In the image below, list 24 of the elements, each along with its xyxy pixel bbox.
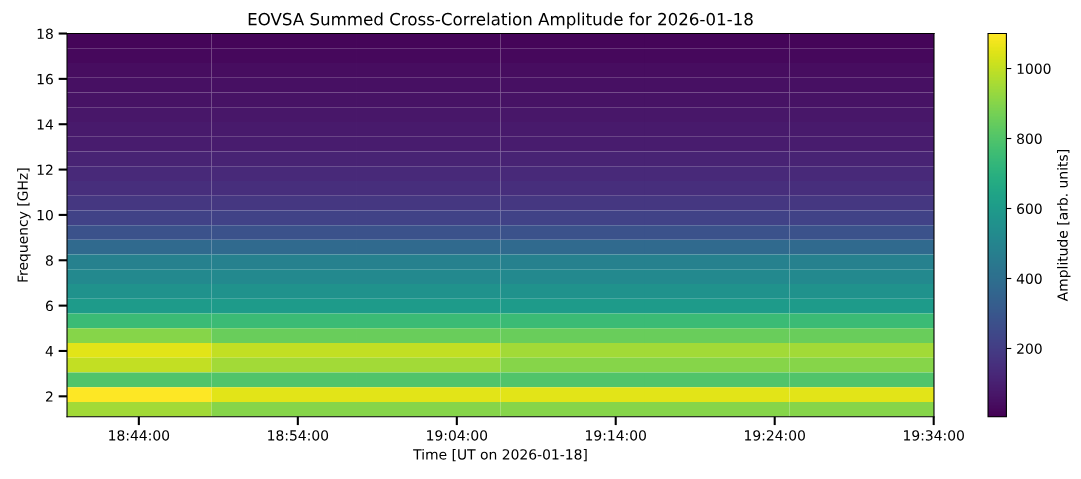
color-bar-label: 800 bbox=[1017, 133, 1042, 144]
x-tick-label: 18:44:00 bbox=[109, 430, 170, 441]
y-tick-label: 6 bbox=[45, 300, 53, 312]
y-tick-label: 4 bbox=[45, 346, 54, 357]
x-tick-label: 18:54:00 bbox=[268, 430, 329, 441]
color-bar-label: 1000 bbox=[1017, 63, 1051, 74]
chart-title: EOVSA Summed Cross-Correlation Amplitude for 2026-01-18 bbox=[248, 12, 753, 29]
color-bar-label: 600 bbox=[1017, 203, 1042, 214]
y-tick-label: 2 bbox=[46, 391, 53, 402]
color-bar-label: 400 bbox=[1016, 273, 1042, 284]
x-tick-label: 19:14:00 bbox=[586, 430, 646, 441]
y-tick-label: 12 bbox=[37, 164, 53, 175]
x-axis-title: Time [UT on 2026-01-18] bbox=[413, 448, 587, 462]
y-tick-label: 10 bbox=[37, 209, 53, 221]
y-tick-label: 8 bbox=[45, 255, 53, 266]
y-tick-label: 18 bbox=[37, 28, 53, 39]
color-bar-label: 200 bbox=[1017, 343, 1042, 354]
x-tick-label: 19:24:00 bbox=[745, 430, 805, 441]
y-axis-title: Frequency [GHz] bbox=[17, 168, 31, 282]
x-tick-label: 19:04:00 bbox=[427, 430, 488, 441]
y-tick-label: 16 bbox=[37, 73, 53, 85]
y-tick-label: 14 bbox=[37, 119, 54, 130]
color-bar-title: Amplitude [arb. units] bbox=[1057, 150, 1071, 302]
x-tick-label: 19:34:00 bbox=[904, 430, 964, 441]
